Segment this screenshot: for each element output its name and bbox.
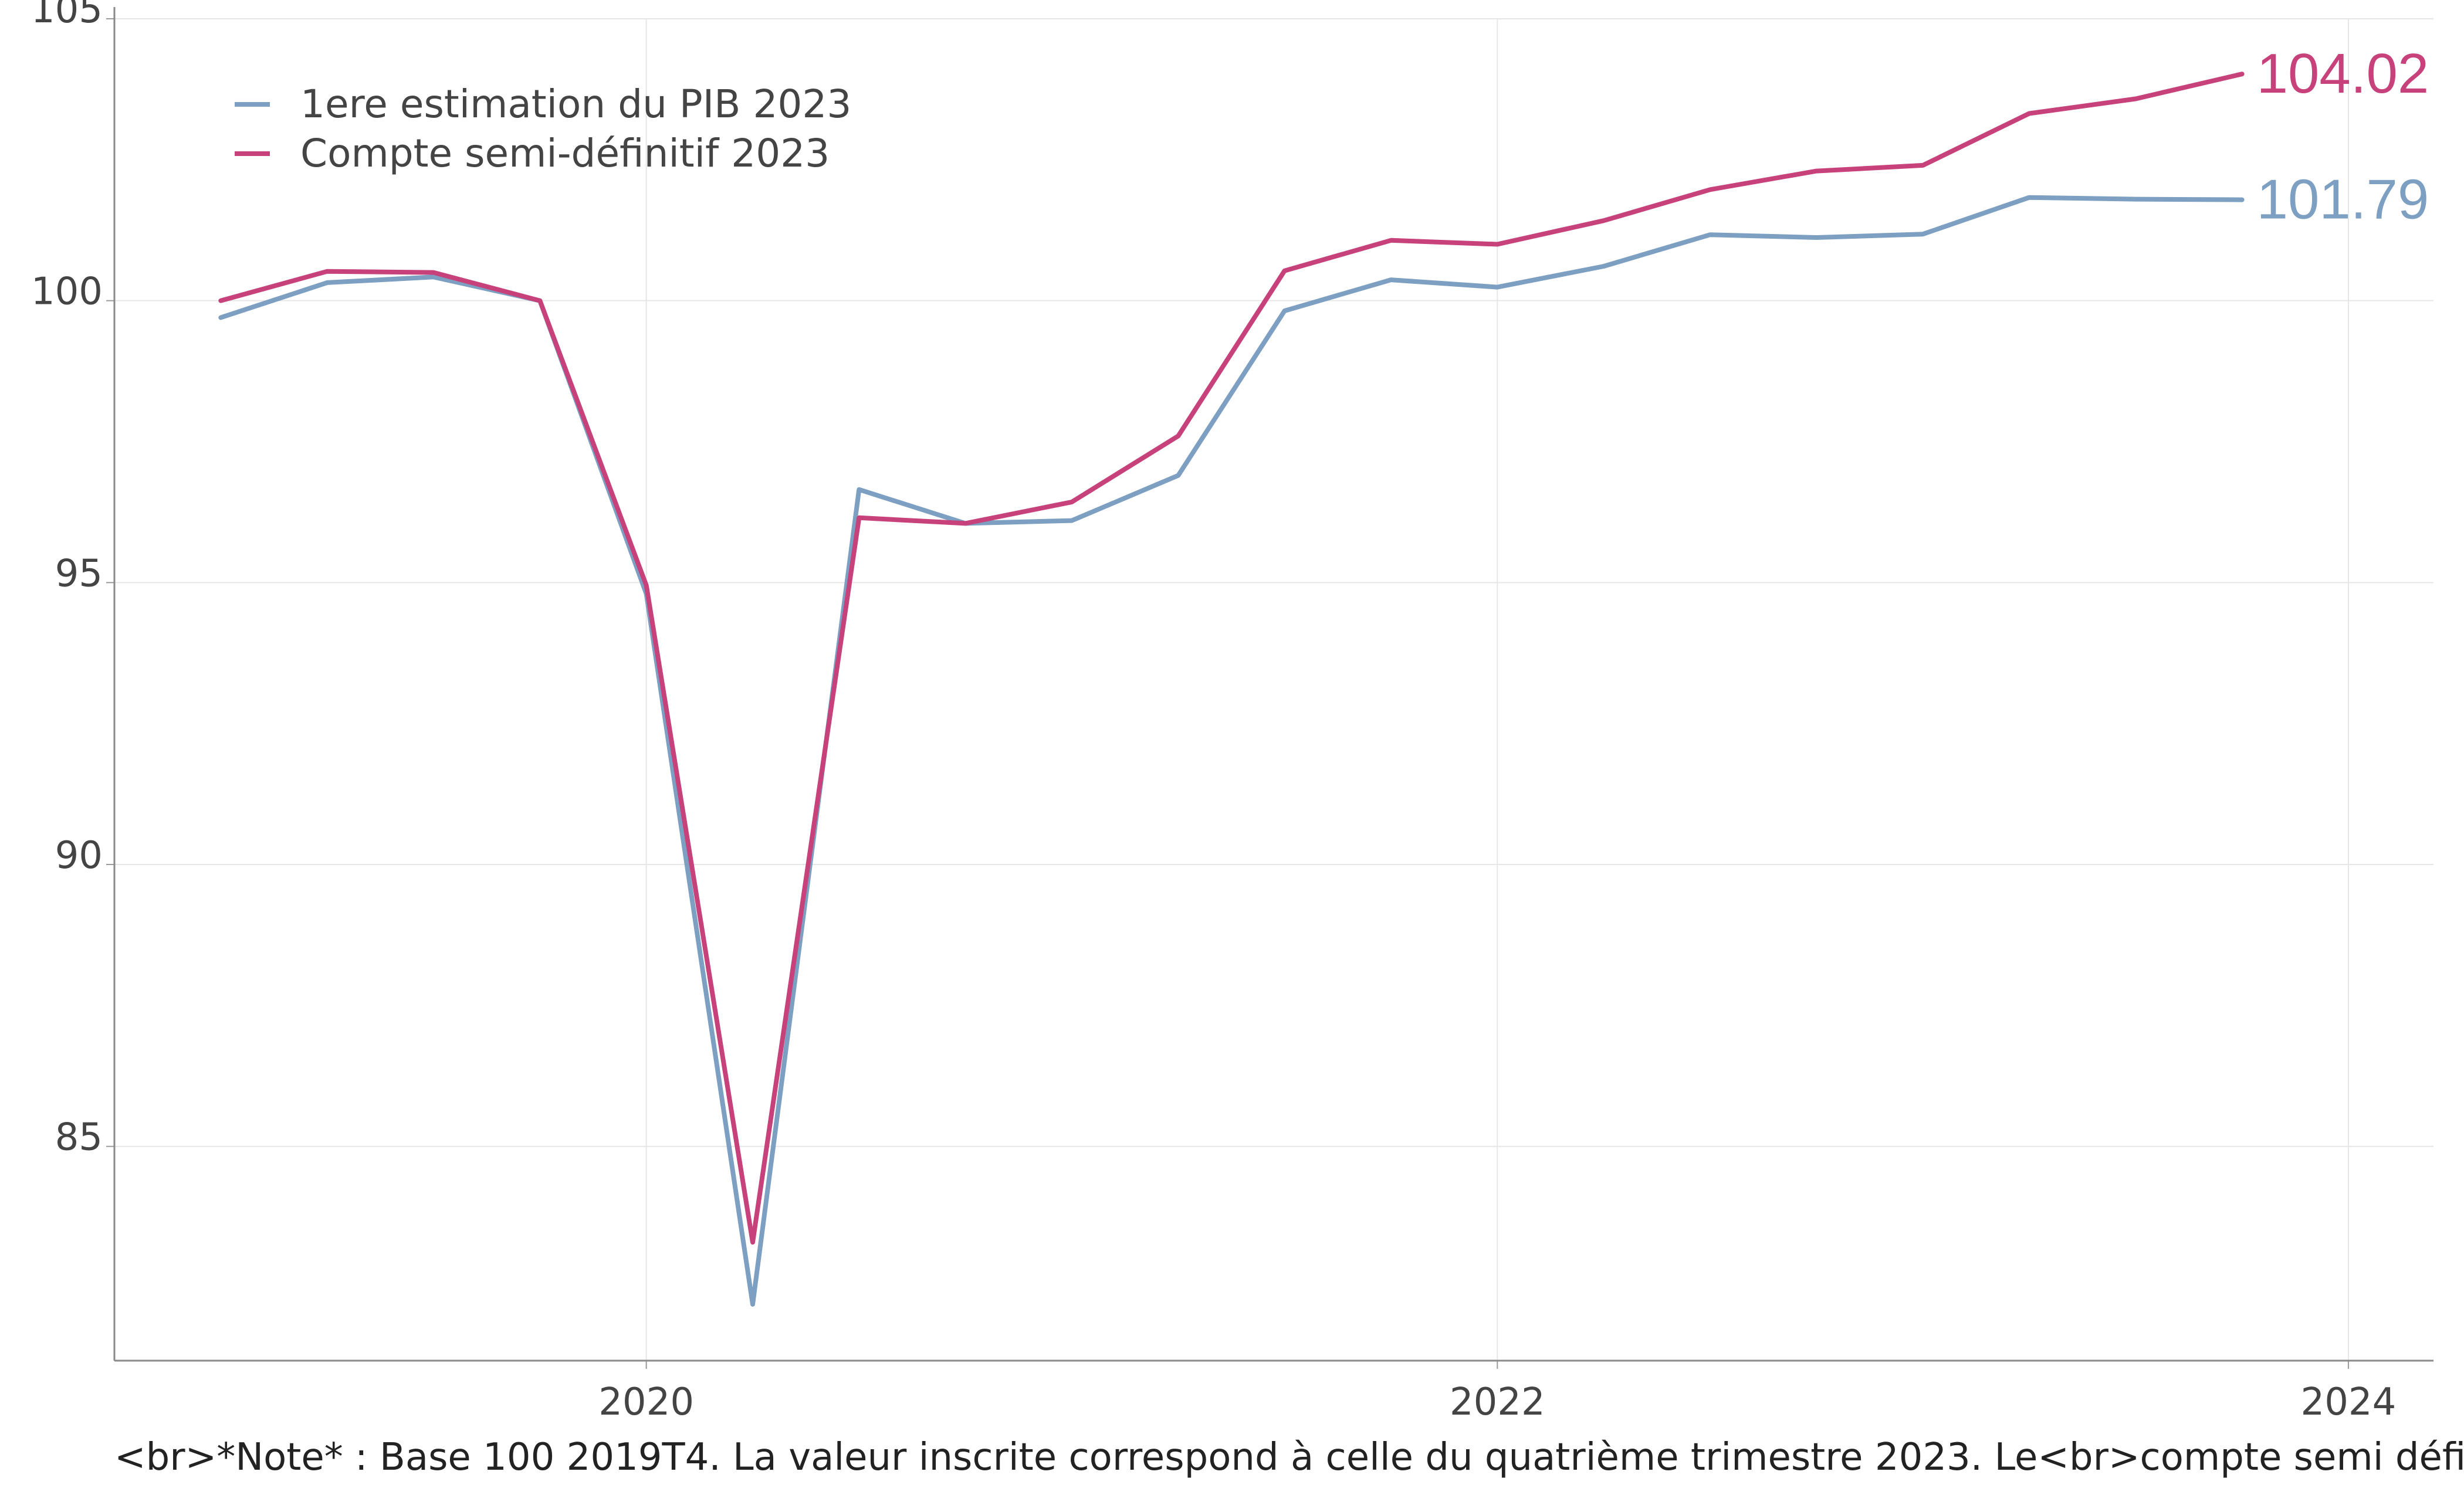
series-end-label: 104.02: [2257, 42, 2429, 105]
gridlines: [114, 18, 2433, 1361]
x-tick-label: 2022: [1450, 1381, 1545, 1424]
y-tick-label: 105: [31, 0, 103, 32]
y-tick-label: 95: [55, 552, 103, 595]
axes: [106, 7, 2433, 1369]
y-tick-label: 90: [55, 834, 103, 877]
chart-note: <br>*Note* : Base 100 2019T4. La valeur …: [114, 1436, 2464, 1479]
legend-label: Compte semi-définitif 2023: [300, 131, 830, 176]
y-tick-label: 85: [55, 1116, 103, 1159]
x-tick-label: 2020: [598, 1381, 694, 1424]
y-tick-label: 100: [31, 270, 103, 314]
x-tick-label: 2024: [2300, 1381, 2396, 1424]
series-lines: [218, 72, 2245, 1307]
legend-label: 1ere estimation du PIB 2023: [300, 82, 851, 127]
series-line-1: [218, 195, 2245, 1307]
series-line-2: [218, 72, 2245, 1245]
series-end-label: 101.79: [2257, 168, 2429, 231]
end-labels: 101.79 104.02: [2257, 42, 2429, 230]
tick-labels: 85 90 95 100 105 2020 2022 2024: [31, 0, 2397, 1424]
